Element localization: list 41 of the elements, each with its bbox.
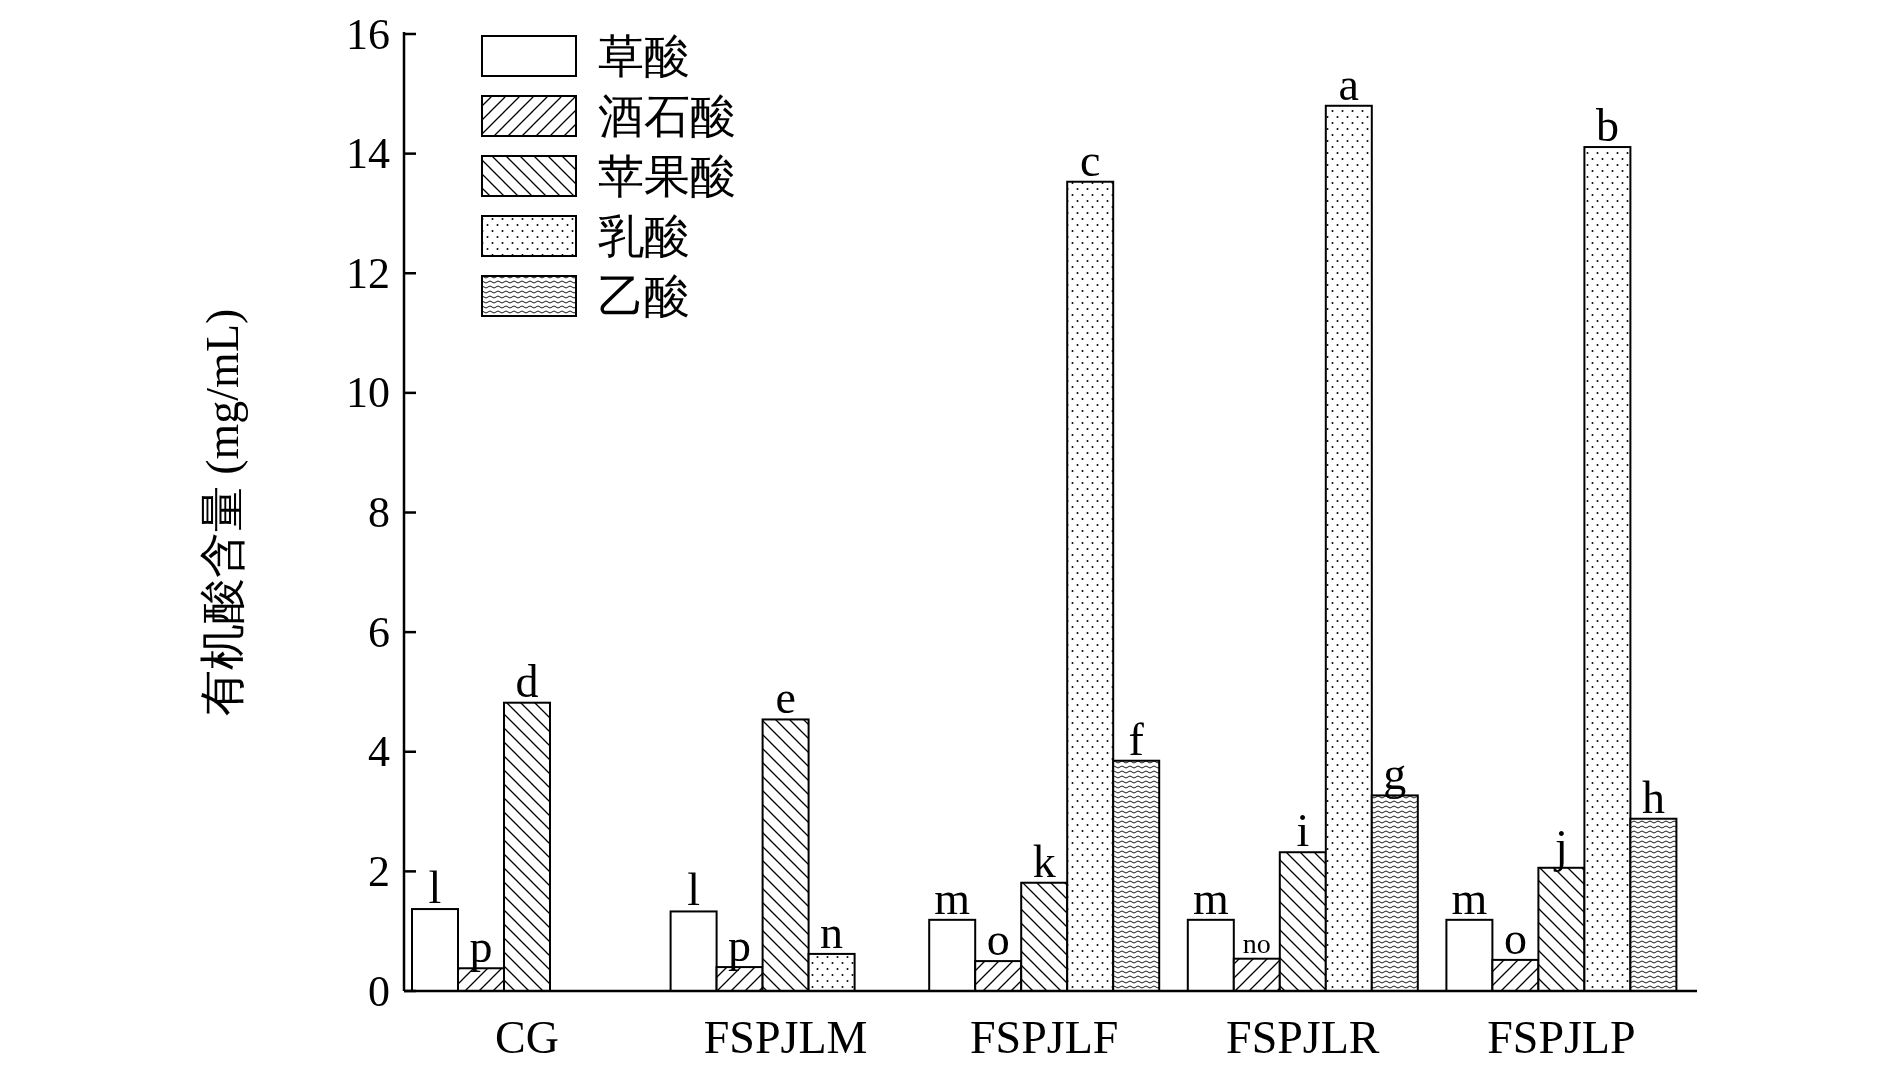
data-label: c bbox=[1079, 134, 1101, 186]
data-label: m bbox=[934, 872, 971, 924]
legend-label: 酒石酸 bbox=[598, 90, 736, 142]
y-tick-label: 6 bbox=[368, 607, 390, 657]
data-label: p bbox=[469, 921, 493, 973]
y-tick-label: 14 bbox=[346, 129, 390, 179]
data-label: o bbox=[1503, 912, 1527, 964]
data-label: n bbox=[820, 906, 844, 958]
data-label: h bbox=[1641, 771, 1665, 823]
x-tick-label: FSPJLF bbox=[970, 1012, 1119, 1063]
data-label: d bbox=[515, 655, 539, 707]
y-tick-label: 10 bbox=[346, 368, 390, 418]
data-label: o bbox=[986, 914, 1010, 966]
y-tick-label: 0 bbox=[368, 966, 390, 1016]
data-label: m bbox=[1451, 872, 1488, 924]
data-label: p bbox=[728, 920, 752, 972]
y-tick-label: 2 bbox=[368, 846, 390, 896]
data-label: i bbox=[1296, 805, 1310, 857]
legend-label: 草酸 bbox=[598, 30, 690, 82]
data-label: m bbox=[1192, 872, 1229, 924]
x-tick-label: FSPJLR bbox=[1226, 1012, 1380, 1063]
y-tick-label: 16 bbox=[346, 9, 390, 59]
legend-label: 苹果酸 bbox=[598, 150, 736, 202]
y-tick-label: 4 bbox=[368, 727, 390, 777]
x-tick-label: FSPJLM bbox=[703, 1012, 868, 1063]
x-tick-label: CG bbox=[495, 1012, 559, 1063]
data-label: l bbox=[687, 864, 700, 916]
x-tick-label: FSPJLP bbox=[1487, 1012, 1636, 1063]
legend-label: 乙酸 bbox=[598, 270, 690, 322]
data-label: g bbox=[1383, 748, 1407, 800]
data-label: b bbox=[1595, 100, 1619, 152]
y-tick-label: 12 bbox=[346, 248, 390, 298]
data-label: f bbox=[1128, 713, 1145, 765]
data-label: e bbox=[775, 672, 796, 724]
legend-label: 乳酸 bbox=[598, 210, 690, 262]
data-label: no bbox=[1242, 927, 1271, 959]
y-tick-label: 8 bbox=[368, 488, 390, 537]
data-label: l bbox=[428, 862, 442, 914]
data-label: k bbox=[1032, 835, 1056, 887]
y-axis-title: 有机酸含量 (mg/mL) bbox=[197, 308, 248, 717]
data-label: a bbox=[1338, 58, 1360, 110]
